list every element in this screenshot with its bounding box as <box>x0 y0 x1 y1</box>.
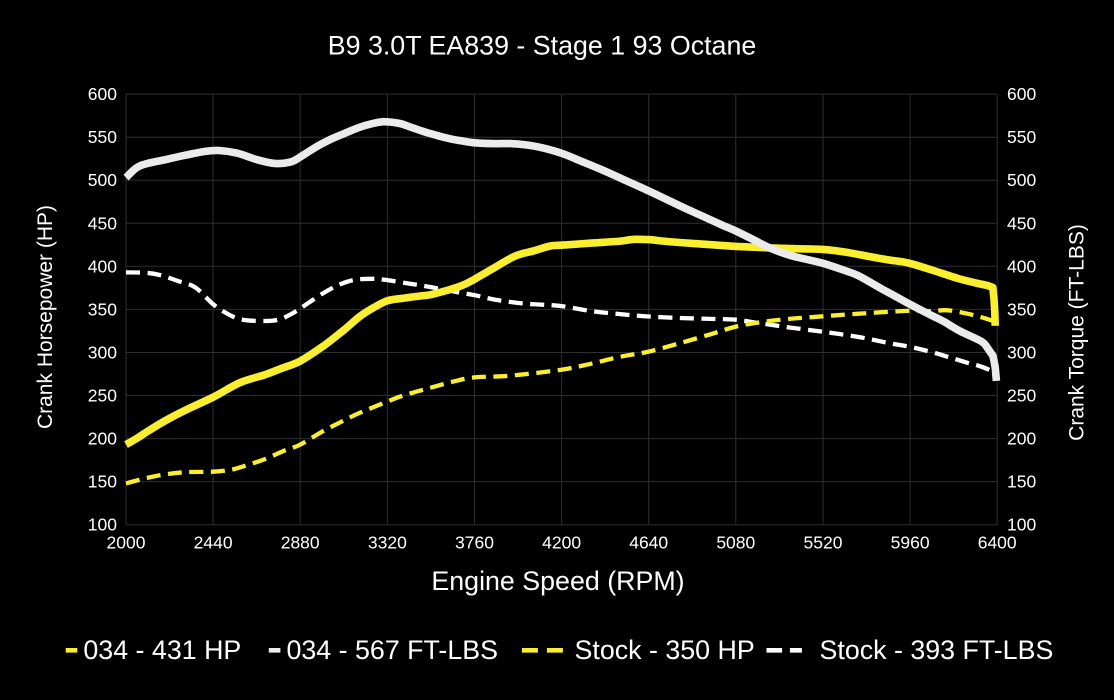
svg-text:150: 150 <box>1007 472 1036 492</box>
svg-text:500: 500 <box>88 170 117 190</box>
svg-text:Engine Speed (RPM): Engine Speed (RPM) <box>431 566 684 596</box>
svg-text:350: 350 <box>1007 299 1036 319</box>
svg-text:4200: 4200 <box>542 533 581 553</box>
svg-text:250: 250 <box>1007 386 1036 406</box>
svg-text:B9 3.0T EA839 - Stage 1 93 Oct: B9 3.0T EA839 - Stage 1 93 Octane <box>328 31 757 61</box>
svg-text:2000: 2000 <box>107 533 146 553</box>
svg-text:034 - 431 HP: 034 - 431 HP <box>83 635 241 665</box>
svg-text:350: 350 <box>88 299 117 319</box>
svg-text:Crank Torque (FT-LBS): Crank Torque (FT-LBS) <box>1066 224 1089 441</box>
svg-text:300: 300 <box>88 343 117 363</box>
svg-text:100: 100 <box>1007 515 1036 535</box>
svg-text:500: 500 <box>1007 170 1036 190</box>
svg-text:150: 150 <box>88 472 117 492</box>
svg-text:600: 600 <box>1007 84 1036 104</box>
svg-text:5960: 5960 <box>891 533 930 553</box>
svg-text:034 - 567 FT-LBS: 034 - 567 FT-LBS <box>287 635 499 665</box>
svg-text:3320: 3320 <box>368 533 407 553</box>
svg-text:300: 300 <box>1007 343 1036 363</box>
svg-text:400: 400 <box>1007 256 1036 276</box>
svg-text:250: 250 <box>88 386 117 406</box>
svg-text:550: 550 <box>1007 127 1036 147</box>
svg-text:Crank Horsepower (HP): Crank Horsepower (HP) <box>34 205 57 429</box>
svg-text:450: 450 <box>1007 213 1036 233</box>
svg-text:Stock - 350 HP: Stock - 350 HP <box>575 635 755 665</box>
svg-text:200: 200 <box>88 429 117 449</box>
svg-text:550: 550 <box>88 127 117 147</box>
svg-text:3760: 3760 <box>455 533 494 553</box>
svg-text:100: 100 <box>88 515 117 535</box>
svg-text:200: 200 <box>1007 429 1036 449</box>
svg-text:4640: 4640 <box>629 533 668 553</box>
svg-text:400: 400 <box>88 256 117 276</box>
svg-text:450: 450 <box>88 213 117 233</box>
svg-text:6400: 6400 <box>978 533 1017 553</box>
svg-text:5080: 5080 <box>716 533 755 553</box>
svg-text:2880: 2880 <box>281 533 320 553</box>
svg-text:5520: 5520 <box>804 533 843 553</box>
svg-text:600: 600 <box>88 84 117 104</box>
svg-text:Stock - 393 FT-LBS: Stock - 393 FT-LBS <box>820 635 1054 665</box>
svg-text:2440: 2440 <box>194 533 233 553</box>
